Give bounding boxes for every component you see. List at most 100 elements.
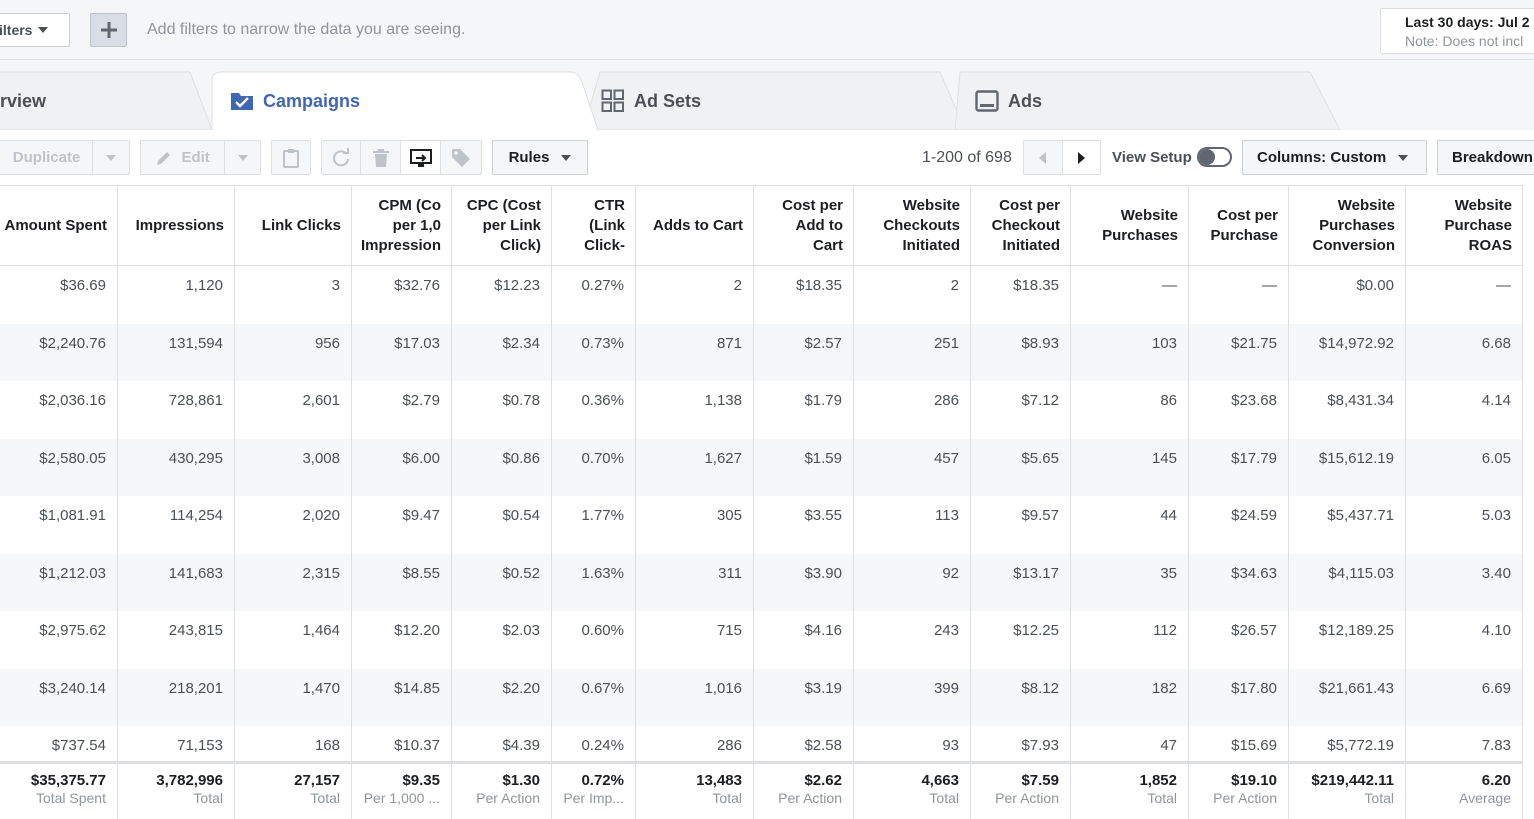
- column-divider[interactable]: [551, 185, 552, 819]
- total-value: 0.72%: [581, 772, 624, 789]
- table-cell: $18.35: [1013, 277, 1059, 294]
- table-cell: 2,020: [302, 507, 340, 524]
- table-cell: 2,315: [302, 564, 340, 582]
- plus-icon: [100, 22, 117, 38]
- view-setup-toggle[interactable]: [1197, 147, 1232, 167]
- edit-button[interactable]: Edit: [141, 141, 226, 174]
- table-cell: $36.69: [60, 277, 106, 294]
- filters-dropdown-button[interactable]: ilters: [0, 13, 70, 47]
- table-cell: 92: [942, 564, 959, 582]
- table-row[interactable]: $2,580.05 430,295 3,008 $6.00 $0.86 0.70% 1,62…: [0, 438, 1534, 496]
- pencil-icon: [157, 151, 171, 165]
- column-divider[interactable]: [1070, 185, 1071, 819]
- column-header[interactable]: CPC (Cost per Link Click): [451, 186, 551, 266]
- date-range-picker[interactable]: Last 30 days: Jul 2 Note: Does not incl: [1380, 8, 1534, 54]
- column-header[interactable]: CTR (Link Click-: [551, 186, 635, 266]
- rules-button[interactable]: Rules: [492, 140, 588, 175]
- table-cell: 715: [716, 622, 742, 639]
- table-cell: 47: [1160, 737, 1177, 754]
- table-cell: 86: [1160, 392, 1177, 409]
- delete-button[interactable]: [361, 141, 401, 174]
- column-header[interactable]: Amount Spent: [0, 186, 117, 266]
- column-header[interactable]: CPM (Co per 1,0 Impression: [351, 186, 451, 266]
- add-filter-button[interactable]: [90, 13, 127, 47]
- column-header[interactable]: Impressions: [117, 186, 234, 266]
- duplicate-button-group[interactable]: Duplicate: [0, 140, 130, 175]
- breakdown-dropdown[interactable]: Breakdown: [1437, 140, 1534, 175]
- table-cell: 103: [1151, 334, 1177, 352]
- total-value: $1.30: [502, 772, 540, 789]
- table-cell: 871: [716, 334, 742, 352]
- table-row[interactable]: $2,975.62 243,815 1,464 $12.20 $2.03 0.60% 715…: [0, 611, 1534, 669]
- duplicate-dropdown[interactable]: [93, 141, 129, 174]
- export-icon: [409, 148, 432, 167]
- previous-page-button[interactable]: [1024, 141, 1063, 174]
- table-cell: 4.14: [1481, 392, 1511, 409]
- duplicate-button[interactable]: Duplicate: [0, 141, 94, 174]
- date-range-label: Last 30 days: Jul 2: [1405, 14, 1530, 30]
- column-divider[interactable]: [117, 185, 118, 819]
- column-divider[interactable]: [970, 185, 971, 819]
- filter-bar: ilters Add filters to narrow the data yo…: [0, 0, 1534, 60]
- tab-overview[interactable]: rview: [0, 72, 46, 130]
- table-row[interactable]: $1,212.03 141,683 2,315 $8.55 $0.52 1.63% 311 $…: [0, 553, 1534, 611]
- column-divider[interactable]: [451, 185, 452, 819]
- table-cell: $0.52: [502, 564, 540, 582]
- column-header[interactable]: Cost per Add to Cart: [753, 186, 853, 266]
- table-cell: $9.57: [1021, 507, 1059, 524]
- columns-dropdown[interactable]: Columns: Custom: [1242, 140, 1427, 175]
- table-cell: $12.23: [494, 277, 540, 294]
- column-divider[interactable]: [853, 185, 854, 819]
- tab-campaigns[interactable]: Campaigns: [230, 72, 360, 130]
- total-cell: 6.20 Average: [1405, 772, 1522, 806]
- table-cell: 457: [933, 449, 959, 467]
- column-divider[interactable]: [351, 185, 352, 819]
- column-header[interactable]: Website Checkouts Initiated: [853, 186, 970, 266]
- table-row[interactable]: $737.54 71,153 168 $10.37 $4.39 0.24% 286 $2.58…: [0, 726, 1534, 784]
- column-header-label: CPC (Cost per Link Click): [466, 197, 541, 254]
- column-divider[interactable]: [1288, 185, 1289, 819]
- next-page-button[interactable]: [1063, 141, 1101, 174]
- table-row[interactable]: $1,081.91 114,254 2,020 $9.47 $0.54 1.77% 305 $…: [0, 496, 1534, 554]
- view-setup-label: View Setup: [1112, 149, 1192, 166]
- total-value: $7.59: [1021, 772, 1059, 789]
- column-header[interactable]: Website Purchases Conversion: [1288, 186, 1405, 266]
- column-divider[interactable]: [635, 185, 636, 819]
- table-cell: 3.40: [1481, 564, 1511, 582]
- table-cell: 956: [314, 334, 340, 352]
- tag-button[interactable]: [441, 141, 481, 174]
- table-row[interactable]: $3,240.14 218,201 1,470 $14.85 $2.20 0.67% 1,0…: [0, 668, 1534, 726]
- table-row[interactable]: $2,036.16 728,861 2,601 $2.79 $0.78 0.36% 1,13…: [0, 381, 1534, 439]
- table-cell: $8.55: [402, 564, 440, 582]
- column-header[interactable]: Website Purchase ROAS: [1405, 186, 1522, 266]
- table-cell: $14.85: [394, 679, 440, 697]
- column-header[interactable]: Website Purchases: [1070, 186, 1188, 266]
- refresh-button[interactable]: [322, 141, 361, 174]
- pagination-controls: [1023, 140, 1101, 175]
- column-header[interactable]: Cost per Checkout Initiated: [970, 186, 1070, 266]
- column-header[interactable]: Adds to Cart: [635, 186, 753, 266]
- edit-button-group[interactable]: Edit: [140, 140, 261, 175]
- table-cell: $32.76: [394, 277, 440, 294]
- tab-ads[interactable]: Ads: [975, 72, 1042, 130]
- ab-test-button[interactable]: [271, 140, 311, 175]
- edit-label: Edit: [181, 149, 210, 166]
- column-header-label: Website Checkouts Initiated: [883, 197, 960, 254]
- table-cell: 3: [331, 277, 340, 294]
- column-divider[interactable]: [234, 185, 235, 819]
- column-header[interactable]: Link Clicks: [234, 186, 351, 266]
- table-header-row: Amount Spent Impressions Link Clicks CPM (C…: [0, 185, 1534, 266]
- table-cell: 0.24%: [581, 737, 624, 754]
- table-cell: —: [1162, 277, 1177, 294]
- column-divider[interactable]: [753, 185, 754, 819]
- table-row[interactable]: $2,240.76 131,594 956 $17.03 $2.34 0.73% 871 $2…: [0, 323, 1534, 381]
- column-divider[interactable]: [1405, 185, 1406, 819]
- tab-ad-sets[interactable]: Ad Sets: [601, 72, 701, 130]
- edit-dropdown[interactable]: [225, 141, 260, 174]
- table-cell: 1,470: [302, 679, 340, 697]
- column-divider[interactable]: [1188, 185, 1189, 819]
- table-cell: $2.79: [402, 392, 440, 409]
- column-header[interactable]: Cost per Purchase: [1188, 186, 1288, 266]
- export-button[interactable]: [401, 141, 441, 174]
- table-row[interactable]: $36.69 1,120 3 $32.76 $12.23 0.27% 2 $18.35 2 $18…: [0, 266, 1534, 324]
